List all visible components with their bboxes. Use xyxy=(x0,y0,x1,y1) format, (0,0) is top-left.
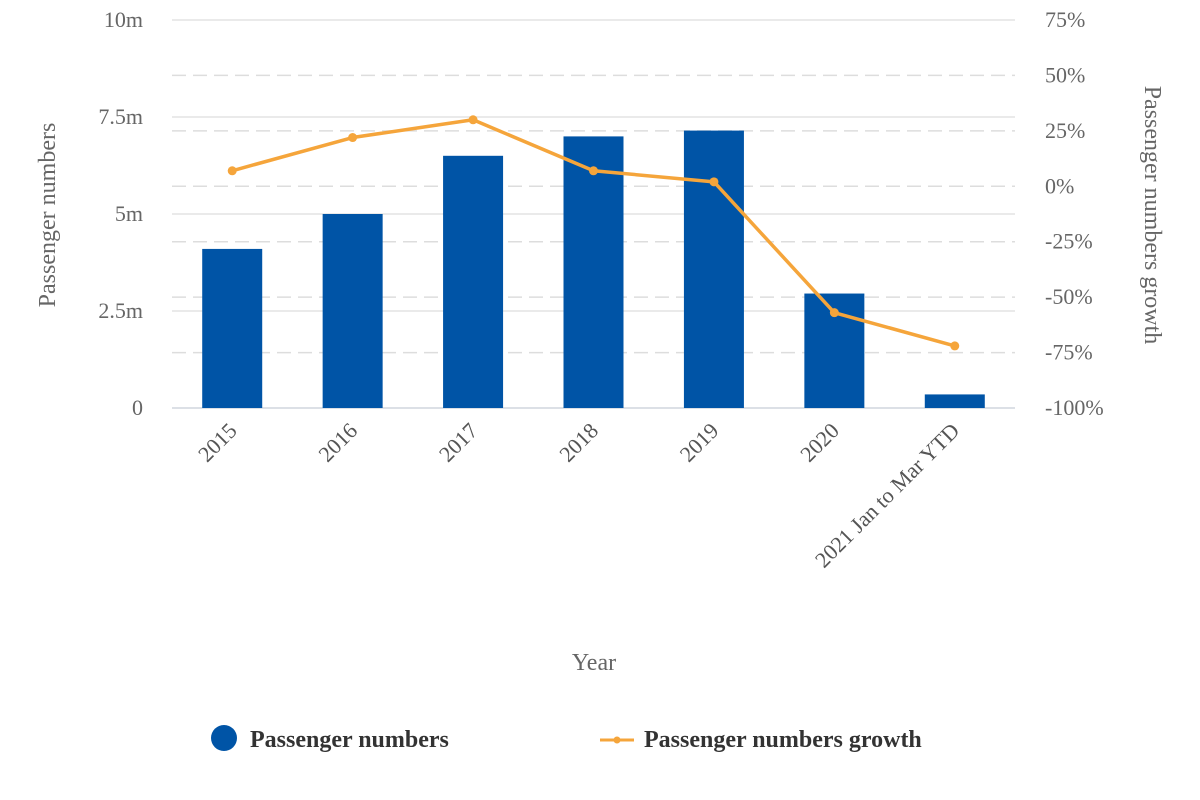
bar xyxy=(202,248,263,408)
right-tick-label: -100% xyxy=(1045,395,1104,420)
right-axis-title: Passenger numbers growth xyxy=(1139,86,1165,345)
growth-point xyxy=(589,166,598,176)
right-tick-label: -75% xyxy=(1045,340,1093,365)
x-tick-label: 2017 xyxy=(434,418,483,467)
right-tick-label: -50% xyxy=(1045,284,1093,309)
x-tick-label: 2019 xyxy=(675,418,724,467)
legend-bar-label: Passenger numbers xyxy=(250,727,449,753)
x-axis-title: Year xyxy=(572,650,616,676)
growth-point xyxy=(348,133,358,143)
left-tick-label: 10m xyxy=(104,7,143,32)
left-axis-title: Passenger numbers xyxy=(35,123,61,308)
right-tick-label: 50% xyxy=(1045,62,1085,87)
right-tick-label: 0% xyxy=(1045,173,1074,198)
x-tick-label: 2018 xyxy=(554,418,603,467)
legend-bar-swatch xyxy=(211,725,237,751)
bar-series xyxy=(202,130,985,408)
left-tick-label: 0 xyxy=(132,395,143,420)
left-tick-label: 2.5m xyxy=(98,298,143,323)
bar xyxy=(443,155,504,408)
x-tick-label: 2015 xyxy=(193,418,242,467)
growth-point xyxy=(709,177,719,187)
growth-point xyxy=(468,115,478,125)
left-tick-label: 5m xyxy=(115,201,143,226)
growth-point xyxy=(829,308,839,318)
line-series xyxy=(227,115,960,351)
x-tick-label: 2016 xyxy=(313,418,362,467)
left-tick-label: 7.5m xyxy=(98,104,143,129)
bar xyxy=(563,136,624,408)
legend-line-marker xyxy=(613,736,621,744)
growth-point xyxy=(227,166,237,176)
bar xyxy=(322,214,383,408)
x-tick-label: 2020 xyxy=(795,418,844,467)
growth-point xyxy=(950,341,960,351)
left-axis-ticks: 0 2.5m 5m 7.5m 10m xyxy=(98,7,143,420)
right-tick-label: 75% xyxy=(1045,7,1085,32)
bar xyxy=(924,394,985,408)
legend-line-label: Passenger numbers growth xyxy=(644,727,922,753)
right-tick-label: 25% xyxy=(1045,118,1085,143)
right-axis-ticks: -100% -75% -50% -25% 0% 25% 50% 75% xyxy=(1045,7,1104,420)
bar xyxy=(683,130,744,408)
legend: Passenger numbers Passenger numbers grow… xyxy=(211,725,922,753)
right-tick-label: -25% xyxy=(1045,229,1093,254)
